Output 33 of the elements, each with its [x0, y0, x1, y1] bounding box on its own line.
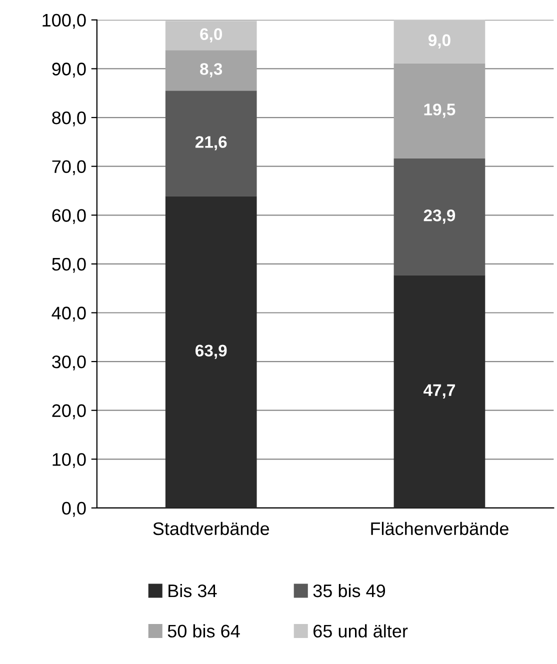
- bar: [394, 63, 486, 159]
- y-tick-label: 80,0: [52, 111, 86, 126]
- data-label: 63,9: [195, 344, 227, 359]
- y-tick-label: 90,0: [52, 62, 86, 78]
- bar: [165, 50, 257, 91]
- y-tick-label: 40,0: [52, 306, 86, 322]
- data-label: 9,0: [428, 34, 450, 49]
- legend-label: 50 bis 64: [168, 624, 240, 638]
- data-label: 19,5: [424, 104, 456, 118]
- x-tick-label: Stadtverbände: [153, 522, 270, 536]
- bar: [394, 20, 486, 64]
- y-tick-label: 0,0: [62, 502, 86, 517]
- bar: [165, 90, 257, 196]
- y-tick-label: 50,0: [52, 258, 86, 273]
- data-label: 6,0: [200, 28, 222, 42]
- bar: [165, 196, 257, 508]
- bar: [394, 275, 486, 508]
- legend-label: 35 bis 49: [313, 584, 386, 598]
- data-label: 8,3: [200, 63, 222, 78]
- data-label: 47,7: [424, 384, 455, 398]
- bar: [165, 20, 257, 50]
- y-tick-label: 10,0: [52, 453, 86, 468]
- y-tick-label: 60,0: [52, 209, 86, 224]
- y-tick-label: 30,0: [52, 355, 86, 370]
- x-tick-label: Flächenverbände: [371, 522, 508, 536]
- data-label: 23,9: [424, 210, 456, 224]
- data-label: 21,6: [195, 136, 227, 150]
- legend-label: 65 und älter: [314, 624, 408, 638]
- bar: [394, 158, 486, 276]
- y-tick-label: 20,0: [52, 404, 86, 420]
- legend-label: Bis 34: [168, 584, 217, 598]
- y-tick-label: 70,0: [52, 160, 86, 176]
- y-tick-label: 100,0: [42, 14, 86, 29]
